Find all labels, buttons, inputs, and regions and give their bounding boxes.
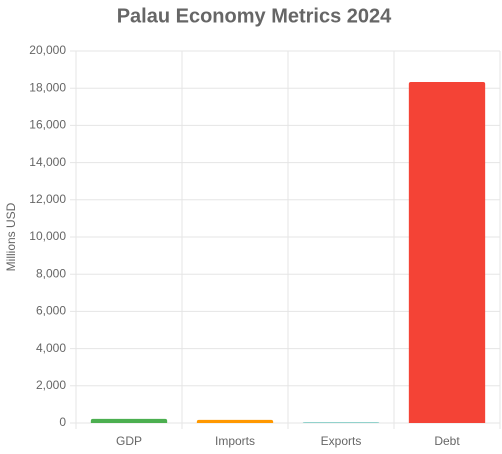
y-tick-label: 10,000 <box>29 229 66 243</box>
y-tick-label: 2,000 <box>36 378 66 392</box>
x-tick-label: Exports <box>321 434 362 448</box>
x-tick-label: GDP <box>116 434 142 448</box>
y-tick-label: 12,000 <box>29 192 66 206</box>
chart-title: Palau Economy Metrics 2024 <box>117 5 392 27</box>
bar <box>90 418 168 423</box>
y-axis-label: Millions USD <box>4 202 18 271</box>
y-tick-label: 20,000 <box>29 43 66 57</box>
x-tick-label: Imports <box>215 434 255 448</box>
y-tick-label: 0 <box>59 415 66 429</box>
bar <box>408 82 486 423</box>
y-tick-label: 16,000 <box>29 118 66 132</box>
y-tick-label: 18,000 <box>29 80 66 94</box>
y-tick-label: 14,000 <box>29 155 66 169</box>
x-tick-label: Debt <box>434 434 460 448</box>
bar <box>196 419 274 423</box>
y-tick-label: 6,000 <box>36 304 66 318</box>
y-tick-label: 4,000 <box>36 341 66 355</box>
y-tick-label: 8,000 <box>36 266 66 280</box>
